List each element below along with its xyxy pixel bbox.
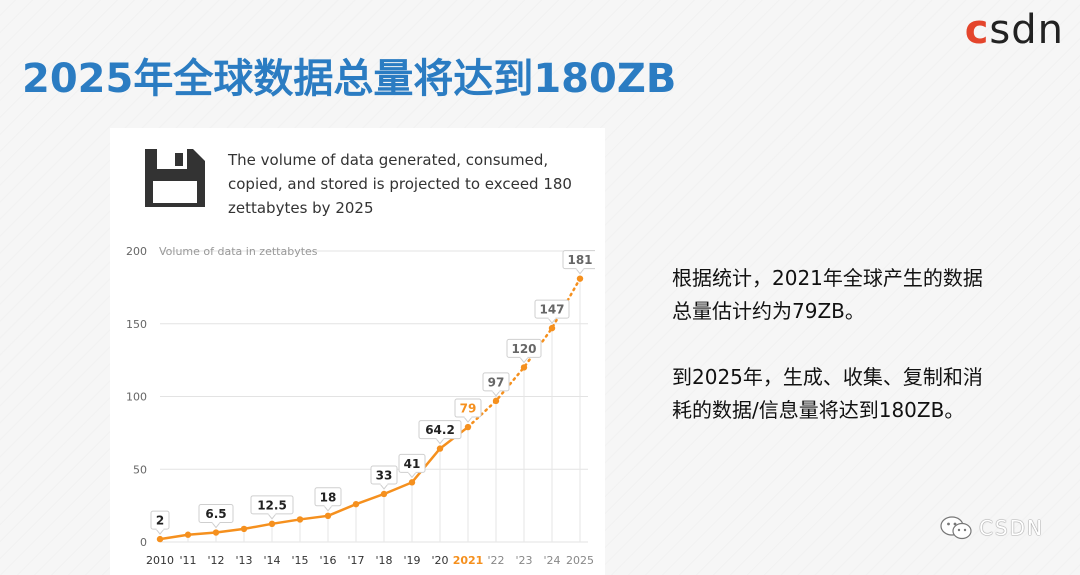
x-tick-label: '12: [207, 554, 224, 567]
data-label-'23: 120: [511, 342, 536, 356]
x-tick-label: '18: [375, 554, 392, 567]
y-tick-label: 200: [126, 245, 147, 258]
x-tick-label: '11: [179, 554, 196, 567]
summary-paragraph-2: 到2025年，生成、收集、复制和消耗的数据/信息量将达到180ZB。: [672, 365, 983, 422]
data-point-'14: [268, 520, 276, 528]
x-tick-label: 2021: [453, 554, 484, 567]
data-point-'20: [436, 445, 444, 452]
x-tick-label: '14: [263, 554, 280, 567]
data-point-'15: [296, 516, 304, 523]
data-label-pointer: [379, 483, 389, 490]
y-tick-label: 50: [133, 463, 147, 476]
page-title: 2025年全球数据总量将达到180ZB: [22, 56, 677, 102]
data-point-'22: [492, 397, 500, 405]
data-label-'19: 41: [404, 457, 421, 471]
series-line-actual: [159, 426, 469, 541]
data-label-'14: 12.5: [257, 498, 287, 512]
x-tick-label: '24: [543, 554, 560, 567]
data-label-'16: 18: [320, 490, 337, 504]
x-tick-label: 2010: [146, 554, 174, 567]
data-label-pointer: [435, 438, 445, 445]
x-tick-label: '15: [291, 554, 308, 567]
data-label-'24: 147: [539, 303, 564, 317]
data-label-pointer: [155, 528, 165, 535]
y-tick-label: 0: [140, 536, 147, 549]
y-tick-label: 150: [126, 318, 147, 331]
floppy-disk-icon: [145, 149, 205, 207]
x-tick-label: '16: [319, 554, 336, 567]
data-point-2025: [576, 275, 584, 282]
data-point-'11: [184, 531, 192, 538]
data-label-pointer: [323, 505, 333, 512]
data-label-pointer: [211, 522, 221, 529]
chart-caption: The volume of data generated, consumed, …: [228, 151, 572, 217]
data-label-pointer: [407, 472, 417, 479]
data-point-'17: [352, 500, 360, 508]
csdn-logo-rest: sdn: [989, 7, 1064, 53]
data-label-pointer: [547, 317, 557, 324]
data-label-2021: 79: [460, 402, 477, 416]
x-tick-label: '20: [431, 554, 448, 567]
data-point-'16: [324, 512, 332, 520]
data-point-'12: [212, 529, 220, 536]
watermark-text: CSDN: [978, 516, 1044, 540]
data-point-'18: [380, 490, 388, 498]
csdn-logo: csdn: [964, 7, 1064, 53]
data-label-2010: 2: [156, 514, 164, 528]
chart-title: Volume of data in zettabytes: [159, 245, 318, 258]
x-tick-label: '13: [235, 554, 252, 567]
wechat-watermark: CSDN: [939, 515, 1044, 541]
wechat-icon: [940, 516, 972, 540]
data-label-pointer: [463, 416, 473, 423]
data-label-pointer: [491, 390, 501, 397]
data-label-pointer: [267, 513, 277, 520]
summary-paragraph-1: 根据统计，2021年全球产生的数据总量估计约为79ZB。: [672, 266, 983, 323]
data-point-2021: [464, 423, 472, 431]
data-label-'22: 97: [488, 375, 505, 389]
data-label-2025: 181: [567, 253, 592, 267]
x-tick-label: 2025: [566, 554, 594, 567]
data-volume-chart: 0 50 100 150 200 Volume of data in zettabytes…: [126, 245, 595, 567]
data-label-'18: 33: [376, 468, 393, 482]
y-tick-label: 100: [126, 391, 147, 404]
x-tick-label: '22: [487, 554, 504, 567]
summary-text: 根据统计，2021年全球产生的数据总量估计约为79ZB。 到2025年，生成、收…: [672, 262, 992, 460]
data-label-pointer: [519, 357, 529, 364]
data-label-'20: 64.2: [425, 423, 455, 437]
data-label-pointer: [575, 268, 585, 275]
data-label-'12: 6.5: [205, 507, 226, 521]
data-point-'24: [548, 324, 556, 332]
data-point-'23: [520, 364, 528, 371]
x-tick-label: '19: [403, 554, 420, 567]
data-point-2010: [156, 535, 164, 543]
data-point-'13: [240, 525, 248, 533]
x-tick-label: '23: [515, 554, 532, 567]
x-tick-label: '17: [347, 554, 364, 567]
data-point-'19: [408, 479, 416, 486]
